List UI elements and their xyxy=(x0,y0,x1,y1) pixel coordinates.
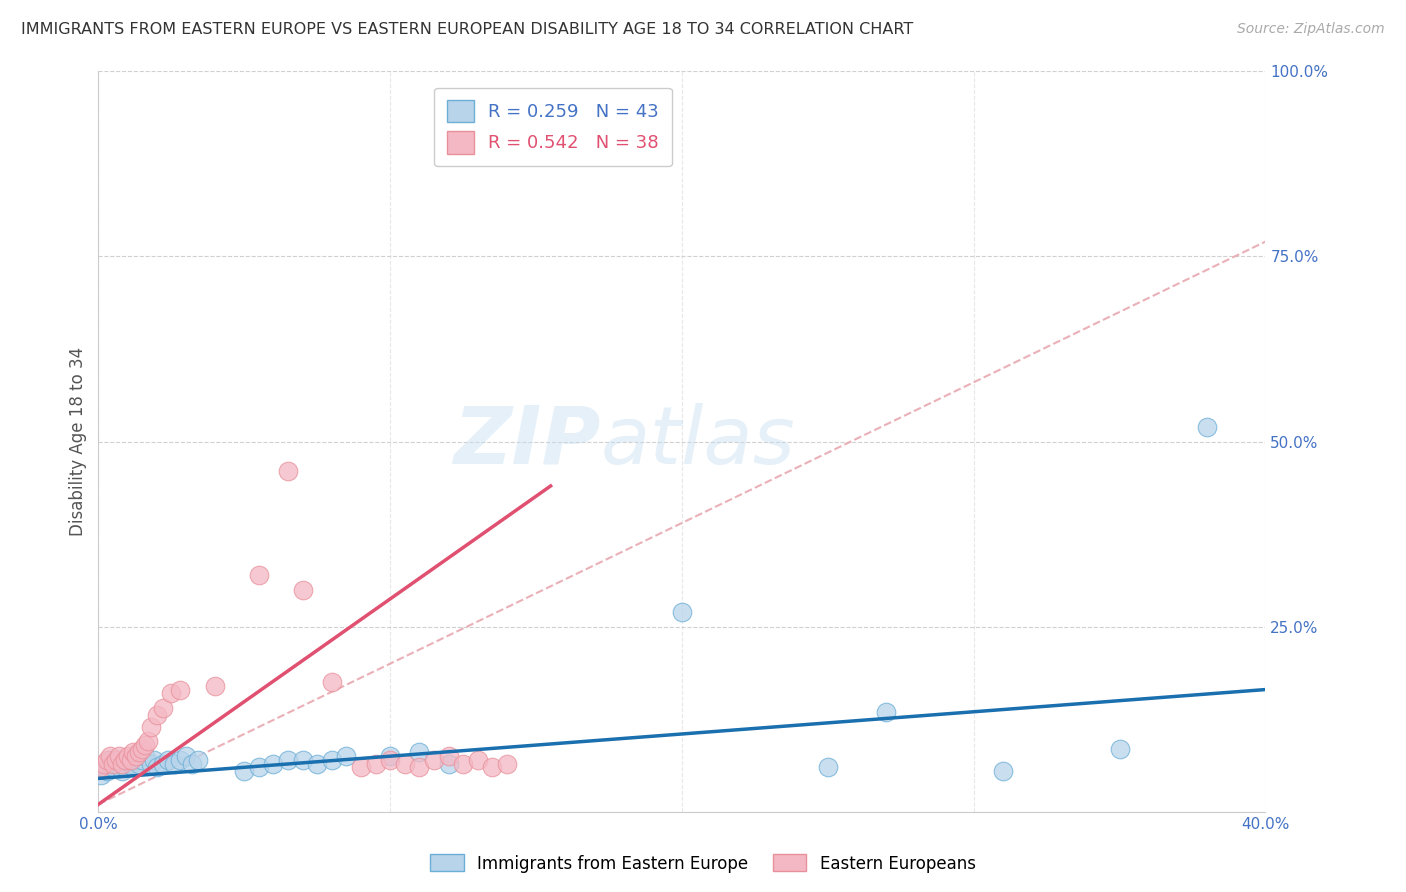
Point xyxy=(131,741,153,756)
Point xyxy=(139,720,162,734)
Text: Source: ZipAtlas.com: Source: ZipAtlas.com xyxy=(1237,22,1385,37)
Point xyxy=(174,749,197,764)
Point xyxy=(136,734,159,748)
Legend: Immigrants from Eastern Europe, Eastern Europeans: Immigrants from Eastern Europe, Eastern … xyxy=(423,847,983,880)
Point xyxy=(247,567,270,582)
Point xyxy=(146,760,169,774)
Point xyxy=(180,756,202,771)
Point xyxy=(128,756,150,771)
Point xyxy=(277,464,299,478)
Point xyxy=(117,753,139,767)
Point xyxy=(125,753,148,767)
Point xyxy=(131,753,153,767)
Point xyxy=(93,760,115,774)
Point xyxy=(423,753,446,767)
Legend: R = 0.259   N = 43, R = 0.542   N = 38: R = 0.259 N = 43, R = 0.542 N = 38 xyxy=(434,87,672,166)
Point xyxy=(122,760,145,774)
Point xyxy=(98,753,121,767)
Point xyxy=(291,753,314,767)
Point xyxy=(875,705,897,719)
Point xyxy=(134,749,156,764)
Point xyxy=(437,749,460,764)
Point xyxy=(93,756,115,771)
Point xyxy=(117,749,139,764)
Point xyxy=(152,701,174,715)
Point xyxy=(114,753,136,767)
Point xyxy=(90,767,112,781)
Point xyxy=(451,756,474,771)
Text: ZIP: ZIP xyxy=(453,402,600,481)
Point xyxy=(233,764,256,778)
Point xyxy=(277,753,299,767)
Point xyxy=(169,753,191,767)
Point xyxy=(120,756,142,771)
Point xyxy=(187,753,209,767)
Point xyxy=(321,675,343,690)
Point xyxy=(437,756,460,771)
Point xyxy=(817,760,839,774)
Text: atlas: atlas xyxy=(600,402,794,481)
Point xyxy=(114,760,136,774)
Point xyxy=(157,753,180,767)
Point xyxy=(380,753,402,767)
Point xyxy=(163,756,186,771)
Point xyxy=(111,764,134,778)
Point xyxy=(262,756,284,771)
Point xyxy=(142,753,165,767)
Point xyxy=(139,756,162,771)
Point xyxy=(481,760,503,774)
Point xyxy=(98,749,121,764)
Point xyxy=(101,760,124,774)
Point xyxy=(1108,741,1130,756)
Point xyxy=(335,749,357,764)
Point xyxy=(111,756,134,771)
Text: IMMIGRANTS FROM EASTERN EUROPE VS EASTERN EUROPEAN DISABILITY AGE 18 TO 34 CORRE: IMMIGRANTS FROM EASTERN EUROPE VS EASTER… xyxy=(21,22,914,37)
Point xyxy=(122,746,145,760)
Point xyxy=(307,756,329,771)
Point xyxy=(96,764,118,778)
Point xyxy=(408,760,430,774)
Point xyxy=(152,756,174,771)
Point xyxy=(125,749,148,764)
Point xyxy=(160,686,183,700)
Point xyxy=(1195,419,1218,434)
Point xyxy=(350,760,373,774)
Point xyxy=(108,749,131,764)
Point xyxy=(364,756,387,771)
Point xyxy=(120,753,142,767)
Point xyxy=(134,738,156,752)
Point xyxy=(671,605,693,619)
Point xyxy=(204,679,226,693)
Point xyxy=(321,753,343,767)
Point xyxy=(394,756,416,771)
Point xyxy=(90,760,112,774)
Point xyxy=(467,753,489,767)
Point xyxy=(96,753,118,767)
Point xyxy=(408,746,430,760)
Point xyxy=(101,756,124,771)
Point xyxy=(108,753,131,767)
Point xyxy=(128,746,150,760)
Point xyxy=(291,582,314,597)
Point xyxy=(104,756,127,771)
Point xyxy=(169,682,191,697)
Point xyxy=(146,708,169,723)
Y-axis label: Disability Age 18 to 34: Disability Age 18 to 34 xyxy=(69,347,87,536)
Point xyxy=(104,753,127,767)
Point xyxy=(380,749,402,764)
Point xyxy=(496,756,519,771)
Point xyxy=(991,764,1014,778)
Point xyxy=(247,760,270,774)
